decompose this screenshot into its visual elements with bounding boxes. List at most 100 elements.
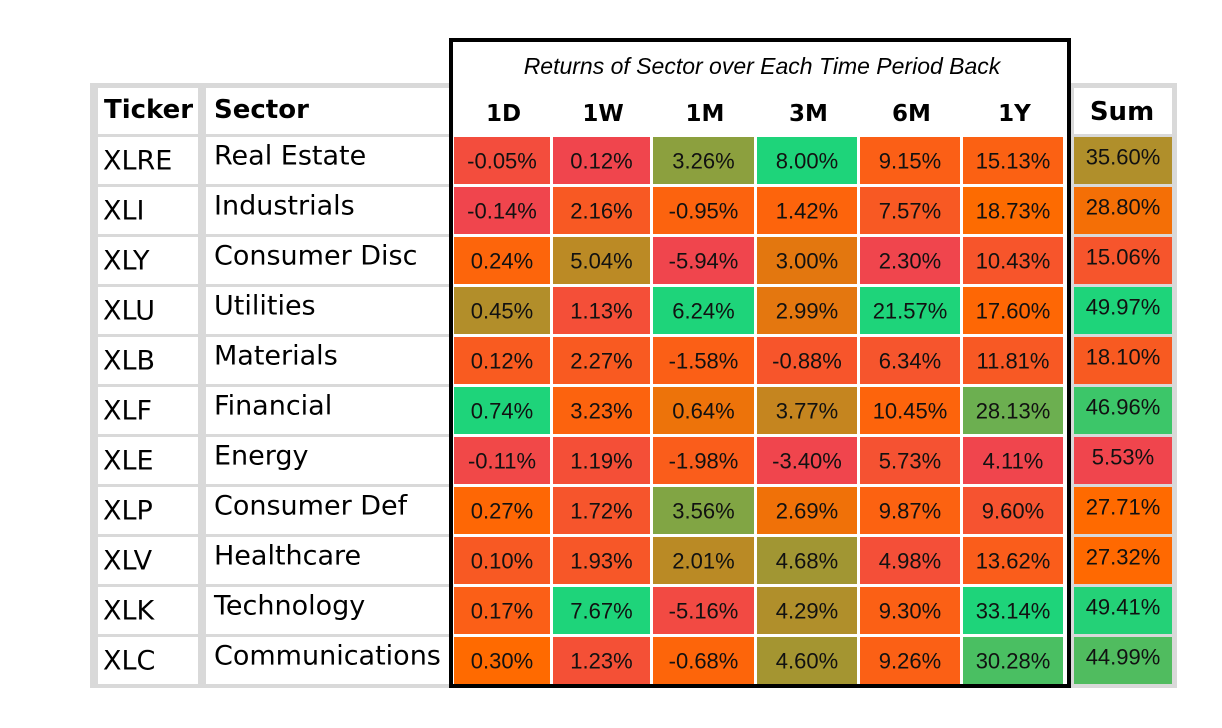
heat-value: 1.93% [570,549,632,574]
sum-cell [1074,487,1172,534]
sector-cell [206,137,451,184]
heat-value: 4.29% [776,599,838,624]
sum-value: 46.96% [1086,395,1161,420]
heat-value: 5.73% [879,449,941,474]
sector-cell [206,537,451,584]
heat-cell-1y [963,537,1063,584]
heat-value: 6.24% [672,299,734,324]
sum-value: 15.06% [1086,245,1161,270]
heat-cell-3m [757,187,857,234]
ticker-label: XLI [103,196,145,227]
heat-cell-1y [963,337,1063,384]
heat-cell-1m [653,337,754,384]
heat-value: 7.57% [879,199,941,224]
heat-cell-1w [553,637,650,684]
sector-cell [206,387,451,434]
heat-value: 10.45% [873,399,948,424]
heat-value: 0.74% [471,399,533,424]
heat-value: 1.13% [570,299,632,324]
heat-cell-1m [653,237,754,284]
heat-value: 4.98% [879,549,941,574]
heat-value: 9.15% [879,149,941,174]
heat-cell-1y [963,637,1063,684]
sum-header-cell [1074,88,1172,134]
ticker-label: XLB [103,346,155,377]
ticker-label: XLE [103,446,154,477]
heat-value: 3.00% [776,249,838,274]
heat-cell-1m [653,187,754,234]
heat-value: -0.68% [669,649,739,674]
heat-cell-3m [757,437,857,484]
ticker-label: XLK [103,596,156,627]
heat-value: 0.12% [471,349,533,374]
heat-cell-1d [454,387,550,434]
heat-cell-6m [860,337,960,384]
heat-cell-1d [454,437,550,484]
heat-cell-1d [454,287,550,334]
heat-value: 0.17% [471,599,533,624]
heat-value: 11.81% [977,349,1050,374]
ticker-cell [98,287,198,334]
heat-cell-1y [963,587,1063,634]
heat-value: 4.60% [776,649,838,674]
sum-value: 27.71% [1086,495,1161,520]
heat-cell-1m [653,637,754,684]
heat-value: 0.12% [570,149,632,174]
sector-label: Consumer Def [214,491,409,522]
sum-cells: 35.60% 28.80% 15.06% 49.97% 18.10% 46.96% 5.53… [1074,137,1172,684]
heat-value: 18.73% [976,199,1051,224]
heat-cell-3m [757,337,857,384]
heat-cell-3m [757,387,857,434]
sector-label: Energy [214,441,309,472]
heat-cell-1m [653,587,754,634]
sum-cell [1074,587,1172,634]
sector-cell [206,437,451,484]
heat-cell-1y [963,137,1063,184]
sum-cell [1074,287,1172,334]
heat-cell-1m [653,137,754,184]
heat-value: 3.26% [672,149,734,174]
heat-cell-1d [454,137,550,184]
column-header-1y: 1Y [998,101,1031,127]
heat-value: -0.05% [467,149,537,174]
heat-cell-1y [963,387,1063,434]
heat-value: 0.27% [471,499,533,524]
heat-value: 1.19% [570,449,632,474]
heatmap-cells: -0.05% 0.12% 3.26% 8.00% 9.15% 15.13% -0.14% 2.… [454,137,1063,684]
heat-value: 2.69% [776,499,838,524]
heatmap-frame [449,38,1071,688]
sum-cell [1074,237,1172,284]
heat-value: 6.34% [879,349,941,374]
heat-value: 2.99% [776,299,838,324]
heat-cell-1w [553,487,650,534]
heat-value: -0.11% [468,449,536,474]
heat-value: 8.00% [776,149,838,174]
sector-label: Healthcare [214,541,361,572]
heat-value: 28.13% [976,399,1051,424]
heat-value: 7.67% [570,599,632,624]
sector-cell [206,487,451,534]
heat-value: -1.98% [669,449,739,474]
ticker-cell [98,387,198,434]
heat-value: -3.40% [772,449,842,474]
heat-cell-6m [860,437,960,484]
heat-cell-3m [757,537,857,584]
heat-cell-3m [757,237,857,284]
heat-cell-1w [553,437,650,484]
sector-cell [206,587,451,634]
heat-cell-6m [860,137,960,184]
heat-cell-3m [757,287,857,334]
ticker-header-cell [98,88,198,134]
ticker-cell [98,437,198,484]
heat-cell-1m [653,487,754,534]
heat-cell-1w [553,337,650,384]
heat-cell-1y [963,187,1063,234]
sector-cell [206,337,451,384]
heat-value: -5.94% [669,249,739,274]
heat-value: 5.04% [570,249,632,274]
sum-cell [1074,337,1172,384]
heat-cell-1m [653,387,754,434]
heat-cell-1m [653,437,754,484]
heat-value: 0.24% [471,249,533,274]
heat-cell-6m [860,287,960,334]
